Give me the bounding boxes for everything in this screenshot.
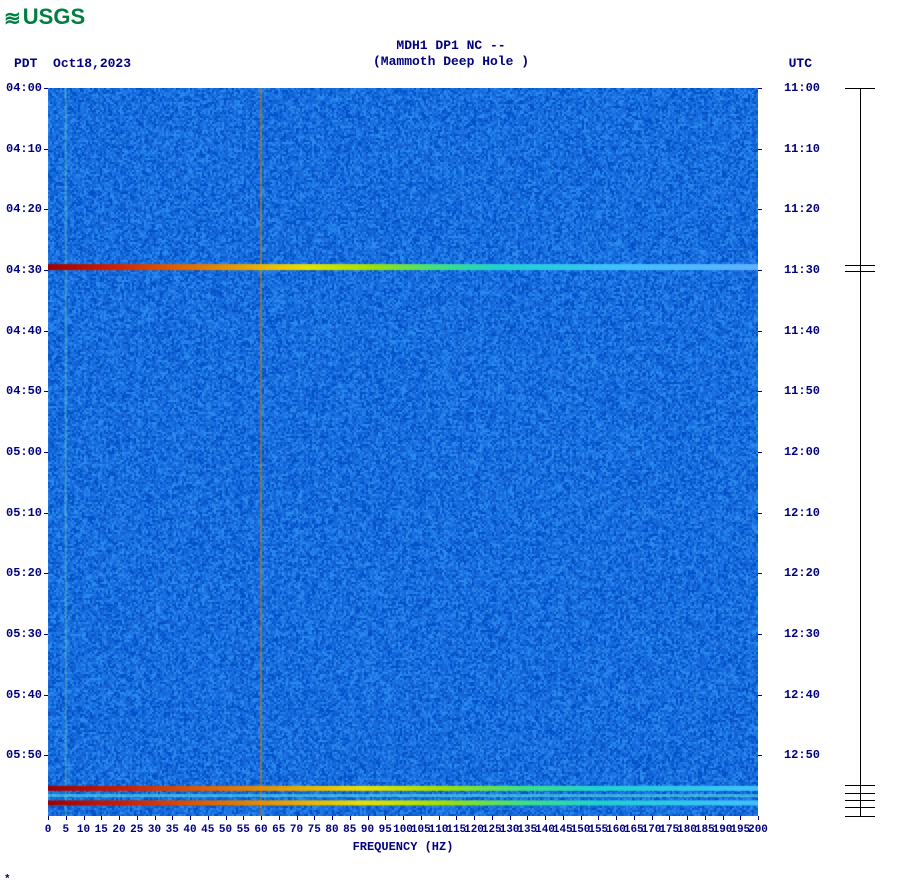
right-tz: UTC xyxy=(789,56,812,71)
wave-icon: ≋ xyxy=(4,6,21,31)
right-scale-line xyxy=(860,88,861,816)
x-tick: 10 xyxy=(77,824,90,836)
y-right-tick: 12:40 xyxy=(760,688,820,702)
right-event-scale xyxy=(835,88,885,816)
x-tick: 5 xyxy=(62,824,69,836)
x-tick: 200 xyxy=(748,824,768,836)
spectrogram-canvas xyxy=(48,88,758,816)
x-tick: 45 xyxy=(201,824,214,836)
usgs-text: USGS xyxy=(23,4,85,29)
x-tick: 75 xyxy=(308,824,321,836)
x-tick: 80 xyxy=(325,824,338,836)
x-tick: 85 xyxy=(343,824,356,836)
x-tick: 65 xyxy=(272,824,285,836)
left-tickmarks xyxy=(44,88,48,816)
x-tick: 70 xyxy=(290,824,303,836)
y-right-tick: 12:00 xyxy=(760,445,820,459)
y-right-tick: 11:10 xyxy=(760,142,820,156)
y-right-tick: 11:30 xyxy=(760,263,820,277)
x-tick: 15 xyxy=(95,824,108,836)
corner-annotation: * xyxy=(4,874,11,886)
right-tickmarks xyxy=(758,88,762,816)
header-title1: MDH1 DP1 NC -- xyxy=(0,38,902,54)
y-axis-right: 11:0011:1011:2011:3011:4011:5012:0012:10… xyxy=(760,88,820,816)
spectrogram-plot xyxy=(48,88,758,816)
x-tick: 55 xyxy=(237,824,250,836)
x-tick: 0 xyxy=(45,824,52,836)
x-tick: 35 xyxy=(166,824,179,836)
x-axis: FREQUENCY (HZ) 05 10 15 20 25 30 35 40 45 50 55 60 6… xyxy=(48,820,758,860)
y-right-tick: 12:10 xyxy=(760,506,820,520)
y-right-tick: 11:00 xyxy=(760,81,820,95)
x-axis-label: FREQUENCY (HZ) xyxy=(48,840,758,854)
y-right-tick: 11:20 xyxy=(760,202,820,216)
usgs-logo: ≋USGS xyxy=(4,4,85,31)
x-tick: 50 xyxy=(219,824,232,836)
y-right-tick: 11:50 xyxy=(760,384,820,398)
x-tick: 60 xyxy=(254,824,267,836)
y-right-tick: 12:20 xyxy=(760,566,820,580)
header-center: MDH1 DP1 NC -- (Mammoth Deep Hole ) xyxy=(0,38,902,71)
y-axis-left: 04:0004:1004:2004:3004:4004:5005:0005:10… xyxy=(0,88,48,816)
y-right-tick: 12:30 xyxy=(760,627,820,641)
header-right: UTC xyxy=(789,56,812,71)
x-tick: 20 xyxy=(112,824,125,836)
y-right-tick: 11:40 xyxy=(760,324,820,338)
x-tick: 25 xyxy=(130,824,143,836)
x-tick: 90 xyxy=(361,824,374,836)
header-title2: (Mammoth Deep Hole ) xyxy=(0,54,902,70)
x-tick: 30 xyxy=(148,824,161,836)
x-tick: 40 xyxy=(183,824,196,836)
x-tick: 95 xyxy=(379,824,392,836)
y-right-tick: 12:50 xyxy=(760,748,820,762)
